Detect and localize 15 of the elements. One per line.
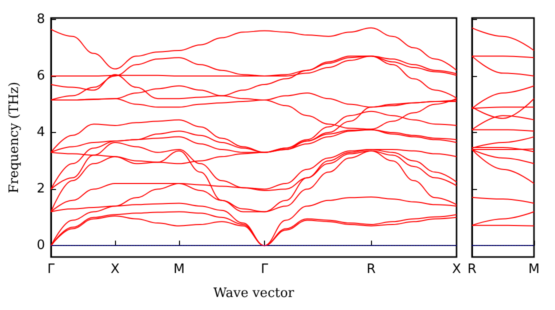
y-tick-label: 8 [36,12,45,27]
y-tick-label: 2 [36,182,45,197]
x-tick-label: X [452,262,462,277]
x-axis-title: Wave vector [213,286,295,301]
y-tick-label: 0 [36,238,45,254]
x-tick-label: X [110,262,120,277]
x-tick-label: Γ [47,262,56,277]
x-tick-label: Γ [260,262,269,277]
y-tick-label: 4 [36,125,45,140]
y-axis-title: Frequency (THz) [7,82,22,194]
x-tick-label: R [366,262,376,277]
x-tick-label: R [467,262,477,277]
y-tick-label: 6 [36,68,45,84]
x-tick-label: M [173,262,185,277]
x-tick-label: M [528,262,540,277]
